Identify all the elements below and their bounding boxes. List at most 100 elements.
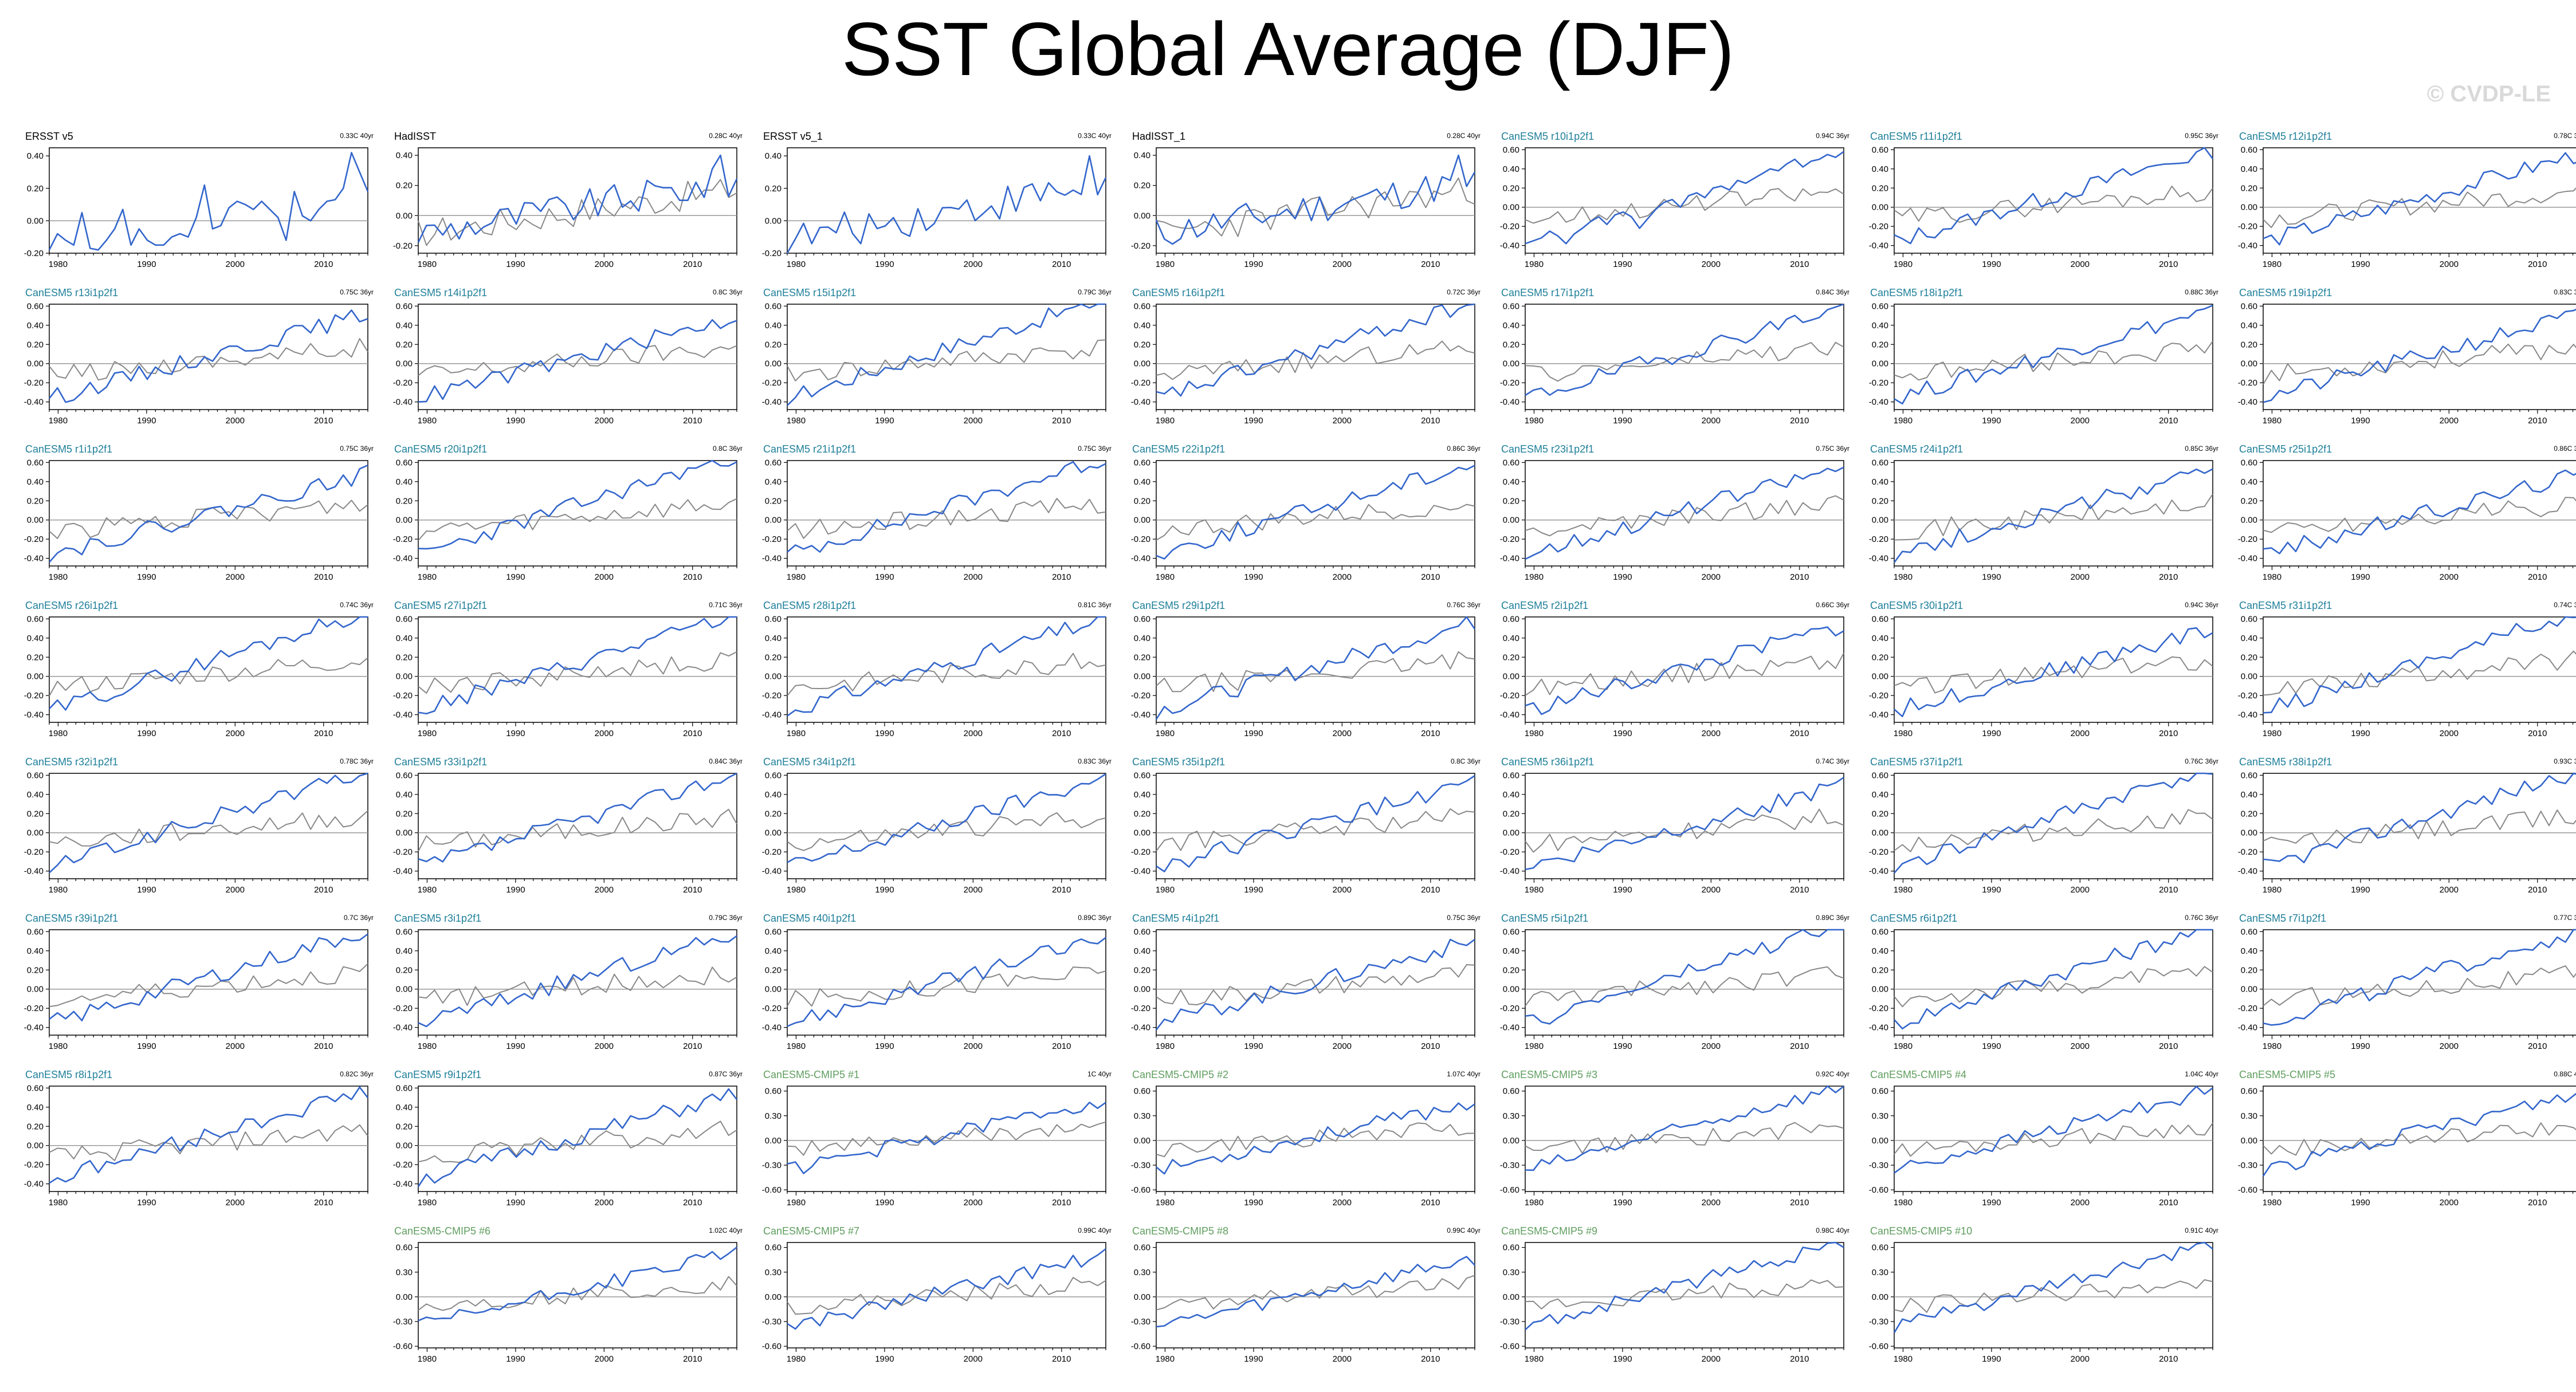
y-tick-label: 0.20 [1503, 652, 1519, 662]
obs-overlay-line [2263, 809, 2576, 847]
y-tick-label: 0.60 [1503, 1087, 1519, 1096]
panel-trend-label: 0.33C 40yr [1078, 132, 1112, 140]
x-tick-label: 1990 [1613, 416, 1632, 426]
data-series-line [418, 935, 737, 1028]
y-tick-label: 0.20 [1503, 183, 1519, 193]
x-tick-label: 2010 [314, 885, 333, 895]
y-tick-label: 0.00 [1872, 359, 1888, 369]
x-tick-label: 1990 [137, 259, 156, 269]
y-tick-label: 0.00 [1503, 359, 1519, 369]
x-tick-label: 1980 [1894, 1198, 1913, 1208]
panel-trend-label: 0.72C 36yr [1447, 288, 1481, 296]
y-tick-label: 0.00 [765, 1292, 782, 1302]
y-tick-label: -0.60 [2238, 1185, 2257, 1195]
y-tick-label: -0.20 [2238, 222, 2257, 231]
obs-overlay-line [787, 498, 1106, 539]
data-series-line [787, 616, 1106, 717]
data-series-line [1156, 303, 1475, 397]
data-series-line [1155, 154, 1476, 245]
y-tick-label: -0.40 [1500, 867, 1519, 876]
panel-plot: 1980 1990 2000 2010 -0.40 -0.20 0.00 0.20 0.40 0.… [1500, 927, 1844, 1051]
x-tick-label: 2010 [1421, 1198, 1440, 1208]
panel-title: CanESM5-CMIP5 #9 [1501, 1225, 1598, 1237]
data-series-line [787, 1248, 1106, 1330]
y-tick-label: -0.60 [1131, 1185, 1150, 1195]
data-series-line [48, 152, 369, 251]
chart-panel: ERSST v5_1 0.33C 40yr 1980 1990 2000 2010 -0.2… [751, 131, 1118, 284]
plot-frame [1156, 304, 1475, 410]
y-tick-label: -0.20 [762, 534, 782, 544]
x-tick-label: 2010 [314, 416, 333, 426]
y-tick-label: 0.00 [1872, 828, 1888, 838]
data-series-line [1894, 772, 2213, 874]
plot-frame [787, 460, 1106, 567]
obs-overlay-line [1525, 966, 1844, 1006]
x-tick-label: 1990 [137, 885, 156, 895]
chart-panel: CanESM5 r21i1p2f1 0.75C 36yr 1980 1990 2000 2… [751, 443, 1118, 596]
y-tick-label: 0.00 [1872, 672, 1888, 682]
chart-panel: CanESM5 r10i1p2f1 0.94C 36yr 1980 1990 2000 2… [1489, 131, 1856, 284]
panel-trend-label: 0.86C 36yr [2554, 445, 2576, 453]
y-tick-label: 0.60 [1872, 1087, 1888, 1096]
y-tick-label: 0.20 [2241, 340, 2257, 349]
x-tick-label: 2000 [1333, 572, 1352, 582]
y-tick-label: 0.00 [2241, 828, 2257, 838]
x-tick-label: 1980 [1894, 1041, 1913, 1051]
data-series-line [1156, 774, 1475, 872]
x-tick-label: 2010 [683, 1198, 702, 1208]
y-tick-label: -0.40 [2238, 241, 2257, 251]
plot-frame [1525, 1242, 1844, 1348]
y-tick-label: 0.60 [2241, 458, 2257, 467]
plot-frame [1525, 1086, 1844, 1192]
y-tick-label: -0.40 [393, 398, 413, 407]
y-tick-label: -0.20 [762, 691, 782, 701]
y-tick-label: 0.00 [1503, 516, 1519, 525]
chart-panel: CanESM5 r30i1p2f1 0.94C 36yr 1980 1990 2000 2… [1858, 600, 2225, 753]
panel-plot: 1980 1990 2000 2010 -0.20 0.00 0.20 0.40 [24, 147, 369, 269]
x-tick-label: 2010 [314, 259, 333, 269]
y-tick-label: 0.40 [765, 151, 782, 161]
x-tick-label: 1990 [1613, 885, 1632, 895]
plot-frame [1894, 929, 2213, 1036]
x-tick-label: 1980 [418, 885, 437, 895]
y-tick-label: 0.40 [1872, 164, 1888, 174]
chart-panel: CanESM5 r20i1p2f1 0.8C 36yr 1980 1990 2000 20… [382, 443, 749, 596]
x-tick-label: 2000 [1333, 885, 1352, 895]
y-tick-label: 0.60 [1134, 927, 1150, 937]
y-tick-label: -0.20 [762, 847, 782, 857]
panel-title: CanESM5 r22i1p2f1 [1132, 443, 1226, 455]
y-tick-label: 0.00 [2241, 203, 2257, 213]
x-tick-label: 1980 [2263, 729, 2282, 738]
y-tick-label: 0.00 [1134, 1136, 1150, 1146]
panel-trend-label: 0.94C 36yr [1816, 132, 1849, 140]
watermark-text: © CVDP-LE [2426, 81, 2551, 107]
plot-frame [418, 460, 737, 567]
y-tick-label: 0.60 [765, 770, 782, 780]
y-tick-label: 0.40 [396, 1103, 413, 1112]
chart-panel: CanESM5 r26i1p2f1 0.74C 36yr 1980 1990 2000 2… [13, 600, 380, 753]
y-tick-label: -0.40 [24, 867, 44, 876]
panel-trend-label: 0.93C 36yr [2554, 757, 2576, 765]
plot-frame [418, 773, 737, 879]
panel-title: CanESM5 r20i1p2f1 [394, 443, 488, 455]
panel-title: CanESM5 r6i1p2f1 [1870, 913, 1958, 924]
panel-trend-label: 0.99C 40yr [1447, 1226, 1481, 1234]
y-tick-label: 0.20 [27, 652, 44, 662]
x-tick-label: 2010 [1052, 572, 1071, 582]
y-tick-label: -0.30 [1131, 1161, 1150, 1170]
panel-trend-label: 0.28C 40yr [709, 132, 743, 140]
data-series-line [1893, 1241, 2213, 1334]
y-tick-label: 0.60 [27, 1083, 44, 1093]
x-tick-label: 2010 [314, 1041, 333, 1051]
panel-plot: 1980 1990 2000 2010 -0.60 -0.30 0.00 0.30 0.60 [1869, 1241, 2213, 1364]
x-tick-label: 1990 [1982, 1041, 2001, 1051]
panel-title: CanESM5 r28i1p2f1 [763, 600, 857, 611]
y-tick-label: 0.00 [1134, 359, 1150, 369]
panel-plot: 1980 1990 2000 2010 -0.40 -0.20 0.00 0.20 0.40 0.… [762, 614, 1106, 738]
x-tick-label: 2010 [683, 885, 702, 895]
y-tick-label: 0.20 [1503, 496, 1519, 506]
panel-plot: 1980 1990 2000 2010 -0.40 -0.20 0.00 0.20 0.40 0.… [1869, 458, 2213, 582]
panel-title: CanESM5 r34i1p2f1 [763, 756, 857, 768]
panel-title: CanESM5-CMIP5 #8 [1132, 1225, 1229, 1237]
